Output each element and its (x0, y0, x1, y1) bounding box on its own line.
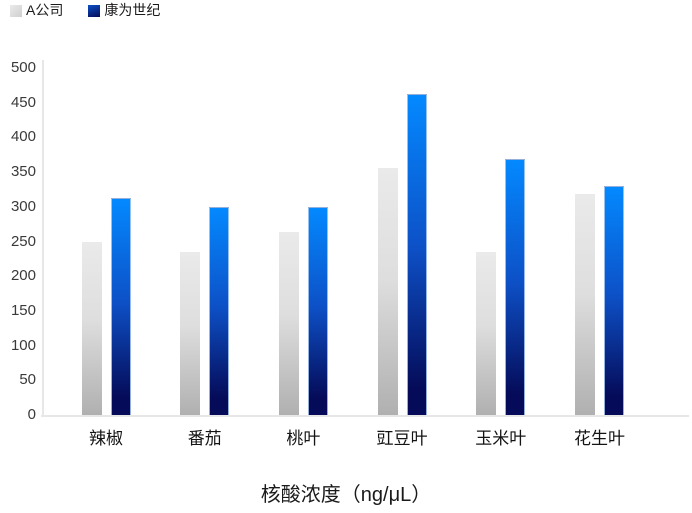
x-tick-label-桃叶: 桃叶 (286, 429, 321, 448)
y-tick-label: 350 (10, 163, 36, 181)
y-tick-label: 50 (19, 371, 36, 389)
y-tick-label: 500 (10, 59, 36, 76)
legend-label-cwbio: 康为世纪 (104, 2, 161, 18)
bar-company-a-豇豆叶 (377, 167, 398, 415)
y-tick-label: 200 (10, 267, 36, 285)
y-tick-label: 300 (10, 197, 36, 215)
x-tick-label-番茄: 番茄 (187, 429, 222, 448)
bar-company-a-辣椒 (81, 241, 102, 415)
legend-label-company-a: A公司 (26, 2, 64, 18)
y-tick-label: 100 (10, 336, 36, 354)
y-tick-label: 450 (10, 93, 36, 111)
bar-cwbio-番茄 (209, 206, 230, 415)
legend-item-company-a: A公司 (10, 3, 63, 18)
bar-company-a-玉米叶 (476, 251, 497, 415)
x-tick-label-花生叶: 花生叶 (574, 429, 625, 448)
x-tick-label-玉米叶: 玉米叶 (475, 429, 527, 448)
bar-company-a-桃叶 (278, 231, 299, 415)
legend-swatch-gray (10, 4, 22, 17)
x-tick-label-豇豆叶: 豇豆叶 (376, 429, 428, 448)
bar-cwbio-豇豆叶 (406, 93, 427, 415)
y-tick-label: 250 (10, 232, 36, 250)
legend-item-cwbio: 康为世纪 (88, 3, 160, 18)
y-tick-label: 150 (10, 301, 36, 319)
legend-swatch-blue (88, 4, 101, 17)
bar-cwbio-辣椒 (110, 197, 131, 415)
y-tick-label: 400 (10, 128, 36, 146)
y-tick-label: 0 (27, 406, 36, 423)
y-axis-line (42, 60, 44, 416)
bar-company-a-花生叶 (575, 194, 595, 415)
chart-legend: A公司 康为世纪 (10, 3, 160, 18)
x-axis-line (41, 415, 689, 417)
bar-cwbio-桃叶 (307, 206, 328, 415)
bar-cwbio-玉米叶 (505, 158, 526, 415)
x-tick-label-辣椒: 辣椒 (89, 429, 123, 448)
bar-cwbio-花生叶 (604, 185, 624, 415)
bar-company-a-番茄 (180, 251, 201, 415)
x-axis-title: 核酸浓度（ng/μL） (260, 484, 432, 506)
